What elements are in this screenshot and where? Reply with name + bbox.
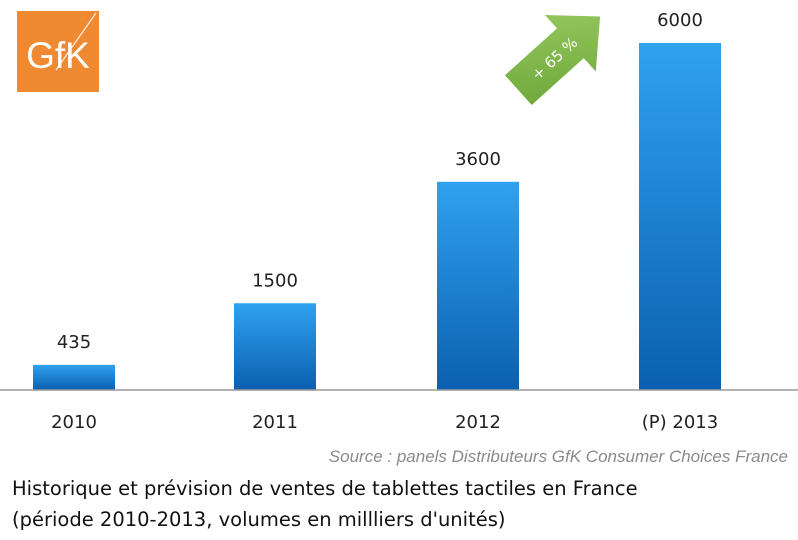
x-tick-label: 2012 [455, 412, 501, 433]
data-label: 435 [57, 332, 91, 353]
caption-line-1: Historique et prévision de ventes de tab… [12, 477, 638, 500]
logo-slash [55, 12, 97, 71]
gfk-logo: GfK [17, 11, 99, 92]
data-label: 1500 [252, 270, 298, 291]
growth-arrow-icon: + 65 % [504, 15, 601, 105]
x-tick-label: 2010 [51, 412, 97, 433]
data-labels: 435 1500 3600 6000 [57, 10, 703, 353]
logo-background [17, 11, 99, 92]
logo-text: GfK [26, 35, 90, 76]
growth-arrow-shape [504, 15, 601, 105]
source-note: Source : panels Distributeurs GfK Consum… [328, 447, 788, 466]
bar-2011 [234, 303, 316, 390]
x-tick-label: (P) 2013 [642, 412, 718, 433]
x-axis-ticks: 2010 2011 2012 (P) 2013 [51, 412, 718, 433]
bar-p-2013 [639, 43, 721, 390]
caption-line-2: (période 2010-2013, volumes en millliers… [12, 508, 506, 531]
bar-series [33, 43, 721, 390]
x-tick-label: 2011 [252, 412, 298, 433]
chart-caption: Historique et prévision de ventes de tab… [12, 473, 792, 535]
bar-2010 [33, 364, 115, 390]
data-label: 6000 [657, 10, 703, 31]
data-label: 3600 [455, 149, 501, 170]
bar-2012 [437, 181, 519, 390]
